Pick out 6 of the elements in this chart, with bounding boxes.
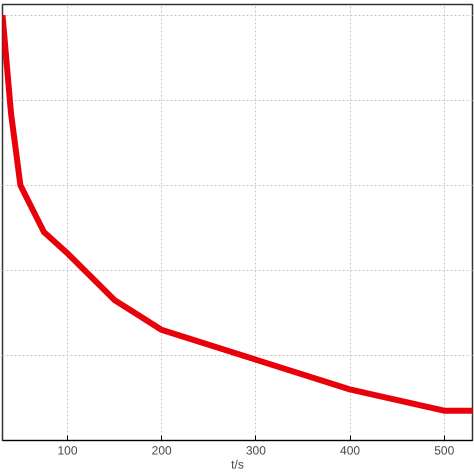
x-tick-label: 400 bbox=[340, 444, 360, 458]
x-tick-label: 500 bbox=[434, 444, 455, 458]
x-tick-label: 100 bbox=[57, 444, 78, 458]
x-tick-label: 200 bbox=[152, 444, 172, 458]
x-tick-label: 300 bbox=[246, 444, 266, 458]
x-axis-title: t/s bbox=[231, 458, 244, 472]
